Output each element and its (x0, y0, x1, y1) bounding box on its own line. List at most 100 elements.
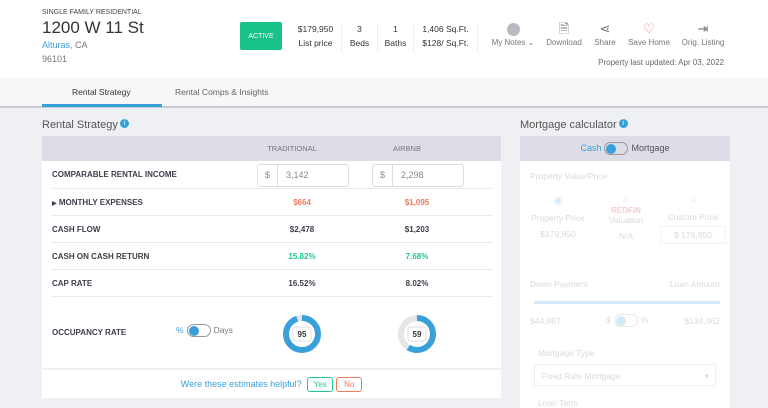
cash-label: Cash (580, 143, 602, 153)
mortgage-calculator: Cash Mortgage Property Value/Price ◉ Prope… (520, 136, 730, 408)
table-row: COMPARABLE RENTAL INCOME $3,142 $2,298 (52, 161, 492, 189)
active-tab-indicator (42, 104, 162, 107)
avatar-icon (488, 20, 538, 38)
label-text: MONTHLY EXPENSES (58, 198, 143, 207)
option-label: Custom Price (667, 212, 719, 222)
exit-icon: ⇥ (697, 21, 709, 36)
option-redfin-valuation[interactable]: ○ REDFIN Valuation N/A (598, 194, 654, 241)
option-property-price[interactable]: ◉ Property Price $179,950 (528, 194, 588, 239)
option-custom-price[interactable]: ○ Custom Price $ 179,950 (660, 194, 726, 244)
redfin-logo: REDFIN (611, 206, 641, 215)
save-home-button[interactable]: ♡ Save Home (626, 20, 672, 47)
table-header: TRADITIONAL AIRBNB (42, 136, 501, 161)
action-label: Save Home (628, 38, 670, 47)
option-value: $179,950 (540, 229, 576, 239)
donut-value: 95 (298, 330, 307, 339)
yes-button[interactable]: Yes (307, 377, 334, 393)
mortgage-calculator-title: Mortgage calculator i (520, 119, 628, 131)
toggle-switch[interactable] (186, 324, 211, 337)
cash-mortgage-toggle[interactable]: Cash Mortgage (520, 136, 730, 161)
mortgage-type-select[interactable]: Fixed Rate Mortgage ▾ (534, 364, 716, 386)
toggle-switch[interactable] (613, 314, 638, 327)
toggle-left-label: % (176, 324, 184, 335)
rental-strategy-table: TRADITIONAL AIRBNB COMPARABLE RENTAL INC… (42, 136, 501, 368)
action-label: Orig. Listing (681, 38, 725, 47)
value: $2,478 (289, 225, 315, 234)
radio-icon: ○ (622, 194, 630, 206)
airbnb-occupancy-donut: 59 (398, 315, 436, 353)
baths-value: 1 (393, 24, 398, 34)
info-icon[interactable]: i (119, 119, 129, 128)
dollar-percent-toggle[interactable]: $% (606, 314, 648, 327)
loan-amount-label: Loan Amount (669, 279, 720, 289)
value: 3,142 (286, 170, 309, 180)
list-price: $179,950 List price (290, 22, 342, 52)
radio-icon: ○ (689, 194, 697, 206)
my-notes-button[interactable]: My Notes ⌄ (488, 20, 538, 47)
property-value-label: Property Value/Price (530, 171, 608, 181)
mortgage-type-label: Mortgage Type (538, 348, 595, 358)
radio-selected-icon: ◉ (553, 195, 563, 207)
action-label: My Notes ⌄ (491, 38, 535, 47)
property-city: Alturas, CA (42, 40, 88, 50)
table-row: CASH ON CASH RETURN 15.82% 7.68% (52, 243, 492, 270)
percent-label: % (640, 314, 649, 325)
status-badge: ACTIVE (240, 22, 282, 50)
loan-term-label: Loan Term (538, 398, 579, 408)
tab-bar: Rental Strategy Rental Comps & Insights (0, 78, 768, 108)
info-icon[interactable]: i (618, 119, 628, 128)
row-label: COMPARABLE RENTAL INCOME (52, 170, 177, 179)
rental-strategy-title: Rental Strategy i (42, 119, 129, 131)
option-value: N/A (618, 231, 634, 241)
value: 7.68% (405, 252, 429, 261)
feedback-question: Were these estimates helpful? (180, 379, 302, 389)
down-payment-label: Down Payment (530, 279, 588, 289)
property-header: SINGLE FAMILY RESIDENTIAL 1200 W 11 St A… (0, 0, 768, 78)
download-button[interactable]: 🗎 Download (543, 20, 585, 47)
traditional-income-input[interactable]: $3,142 (257, 164, 349, 187)
row-label: OCCUPANCY RATE (52, 328, 127, 337)
col-traditional: TRADITIONAL (267, 144, 317, 153)
table-row: CASH FLOW $2,478 $1,203 (52, 216, 492, 243)
value: 8.02% (405, 279, 429, 288)
sqft: 1,406 Sq.Ft. $128/ Sq.Ft. (414, 22, 478, 52)
share-button[interactable]: ⋖ Share (590, 20, 620, 47)
toggle-switch[interactable] (604, 142, 629, 156)
city-link[interactable]: Alturas, (42, 40, 73, 50)
last-updated: Property last updated: Apr 03, 2022 (598, 58, 724, 67)
airbnb-income-input[interactable]: $2,298 (372, 164, 464, 187)
down-payment-slider[interactable] (534, 301, 720, 304)
value: 2,298 (401, 170, 424, 180)
toggle-right-label: Days (213, 324, 233, 335)
mortgage-label: Mortgage (631, 143, 670, 153)
table-row: CAP RATE 16.52% 8.02% (52, 270, 492, 297)
custom-price-input[interactable]: $ 179,950 (660, 226, 726, 244)
chevron-down-icon: ▾ (704, 371, 709, 381)
option-label: Property Price (531, 213, 585, 223)
caret-right-icon: ▶ (52, 201, 57, 207)
pdf-icon: 🗎 (558, 21, 570, 36)
currency: $ (373, 165, 393, 186)
row-label: CAP RATE (52, 279, 93, 288)
share-icon: ⋖ (599, 21, 611, 36)
value: 179,950 (681, 230, 712, 240)
col-airbnb: AIRBNB (393, 144, 421, 153)
table-row-expenses[interactable]: ▶ MONTHLY EXPENSES $664 $1,095 (52, 189, 492, 216)
orig-listing-button[interactable]: ⇥ Orig. Listing (678, 20, 728, 47)
occupancy-unit-toggle[interactable]: % Days (176, 324, 233, 337)
no-button[interactable]: No (336, 377, 363, 393)
selected-value: Fixed Rate Mortgage (541, 371, 621, 381)
price-label: List price (298, 38, 333, 48)
beds-value: 3 (357, 24, 362, 34)
tab-rental-strategy[interactable]: Rental Strategy (72, 87, 131, 97)
property-zip: 96101 (42, 54, 68, 64)
loan-amount-value: $134,962 (684, 316, 720, 326)
tab-rental-comps[interactable]: Rental Comps & Insights (175, 87, 269, 97)
baths: 1 Baths (378, 22, 414, 52)
value: 15.82% (288, 252, 316, 261)
price-value: $179,950 (297, 24, 334, 34)
value: $664 (293, 198, 311, 207)
donut-value: 59 (413, 330, 422, 339)
row-label: CASH ON CASH RETURN (52, 252, 150, 261)
table-row: OCCUPANCY RATE % Days 95 59 (52, 297, 492, 367)
